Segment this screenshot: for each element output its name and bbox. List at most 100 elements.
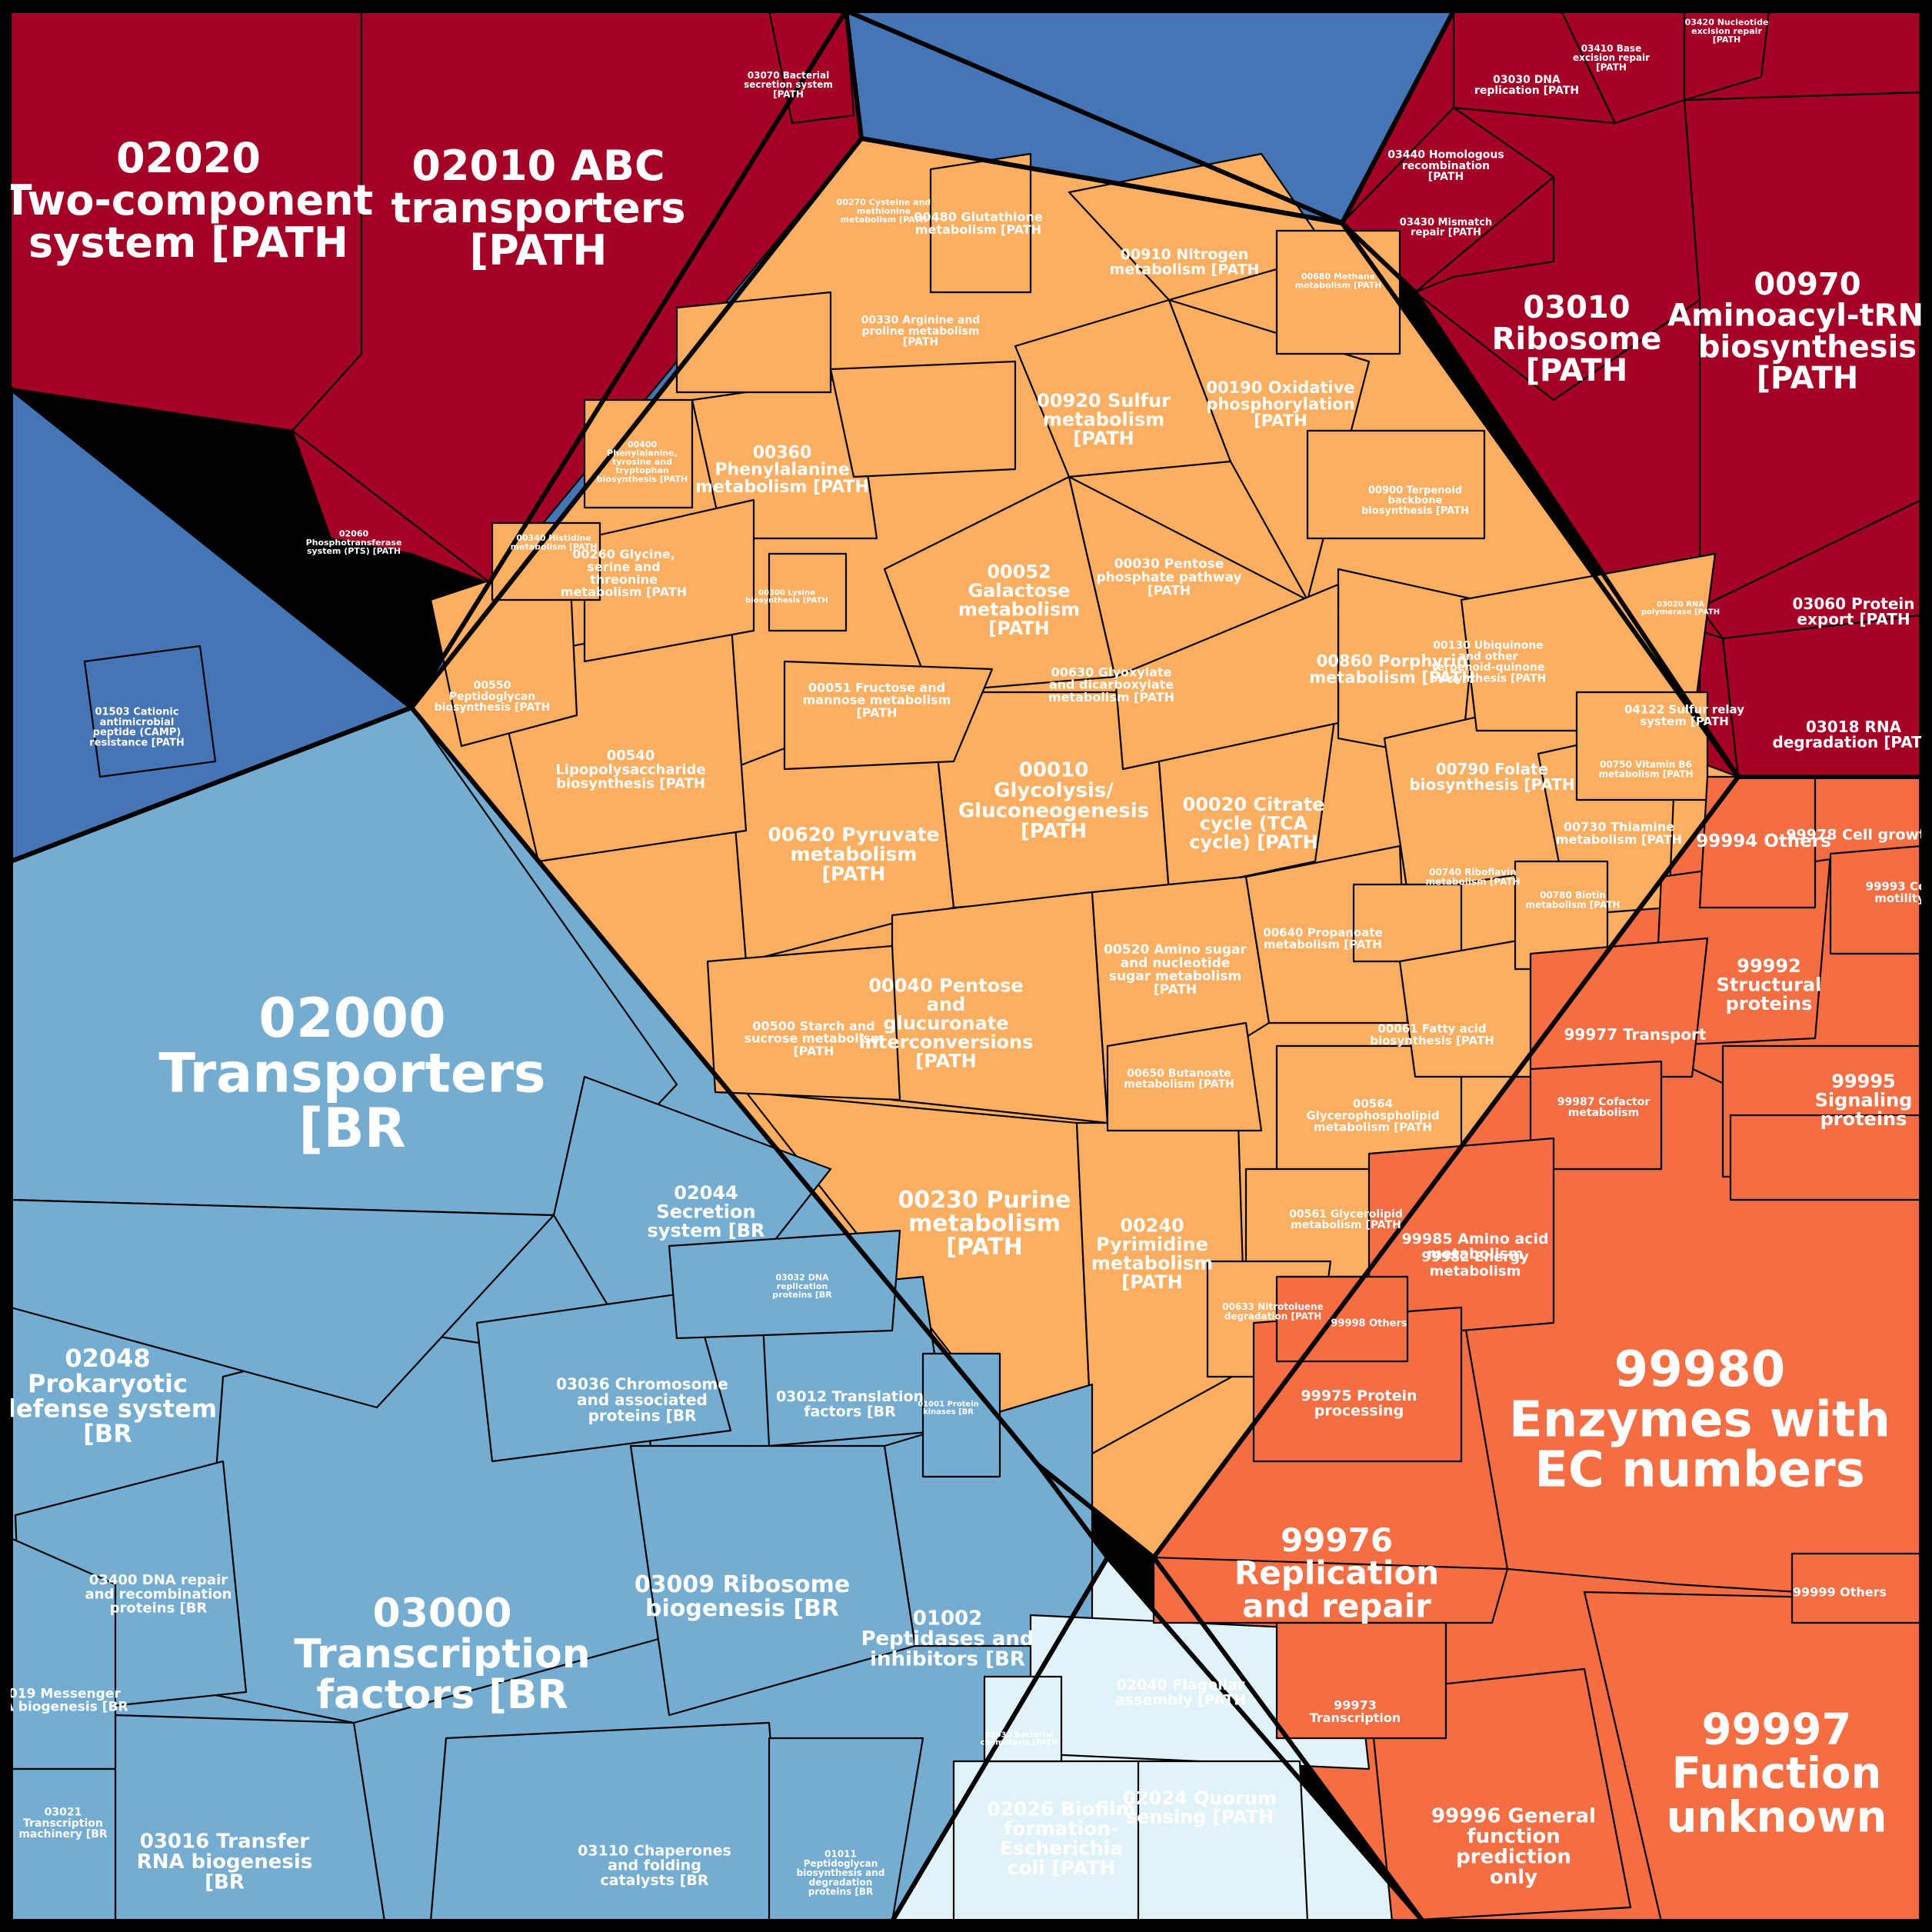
label-02040-flagellar-assembly: 02040 Flagellar assembly [PATH [1115,1677,1246,1708]
label-00020-citrate-cycle-tca-cycle: 00020 Citrate cycle (TCA cycle) [PATH [1183,794,1325,853]
label-03440-homologous-recombination: 03440 Homologous recombination [PATH [1387,149,1504,184]
label-03420-nucleotide-excision-repair: 03420 Nucleotide excision repair [PATH [1685,18,1769,45]
label-00730-thiamine-metabolism: 00730 Thiamine metabolism [PATH [1556,819,1682,846]
label-03012-translation-factors: 03012 Translation factors [BR [776,1388,924,1420]
label-00910-nitrogen-metabolism: 00910 Nitrogen metabolism [PATH [1110,246,1260,278]
label-03400-dna-repair-and-recombination-proteins: 03400 DNA repair and recombination protein… [85,1572,232,1617]
label-00920-sulfur-metabolism: 00920 Sulfur metabolism [PATH [1037,390,1171,449]
label-03030-dna-replication: 03030 DNA replication [PATH [1474,74,1579,97]
label-00790-folate-biosynthesis: 00790 Folate biosynthesis [PATH [1409,760,1574,794]
cell-01503-cationic-antimicrobial-peptide-camp-resistance[interactable] [83,645,217,778]
label-99978-cell-growth: 99978 Cell growth [1786,827,1932,844]
cell-99985-amino-acid-metabolism[interactable] [1529,1060,1663,1171]
label-00640-propanoate-metabolism: 00640 Propanoate metabolism [PATH [1263,926,1382,951]
cell-03110-chaperones-and-folding-catalysts[interactable] [429,1721,786,1923]
label-03410-base-excision-repair: 03410 Base excision repair [PATH [1573,43,1650,72]
label-04122-sulfur-relay-system: 04122 Sulfur relay system [PATH [1624,703,1744,728]
label-00860-porphyrin-metabolism: 00860 Porphyrin metabolism [PATH [1309,652,1474,687]
label-00130-ubiquinone-and-other-terpenoid-quinone-biosynthesis: 00130 Ubiquinone and other terpenoid-quino… [1431,639,1547,685]
label-00260-glycine-serine-and-threonine-metabolism: 00260 Glycine, serine and threonine metabol… [561,547,687,599]
cell-00040-pentose-and-glucuronate-interconversions[interactable] [891,891,1109,1124]
label-03019-messenger-rna-biogenesis: 03019 MessengerRNA biogenesis [BR [0,1686,128,1714]
cell-00680-methane-metabolism[interactable] [1275,229,1401,355]
cell-00270-cysteine-and-methionine-metabolism[interactable] [675,291,832,394]
label-00970-aminoacyl-trna-biosynthesis: 00970 Aminoacyl-tRNA biosynthesis [PATH [1667,267,1932,396]
label-02010-abc-transporters: 02010 ABC transporters [PATH [391,142,685,275]
cell-03430-mismatch-repair[interactable] [1414,175,1555,294]
label-00330-arginine-and-proline-metabolism: 00330 Arginine and proline metabolism [PAT… [861,315,981,349]
cell-03036-chromosome-and-associated-proteins[interactable] [475,1291,732,1463]
label-99973-transcription: 99973 Transcription [1310,1697,1401,1724]
cell-00630-glyoxylate-and-dicarboxylate-metabolism[interactable] [1114,583,1340,771]
label-00564-glycerophospholipid-metabolism: 00564 Glycerophospholipid metabolism [PATH [1306,1097,1439,1134]
label-00633-nitrotoluene-degradation: 00633 Nitrotoluene degradation [PATH [1222,1301,1323,1321]
cell-02024-quorum-sensing[interactable] [1137,1760,1309,1923]
label-99993-cell-motility: 99993 Cell motility [1866,880,1932,905]
cell-00500-starch-and-sucrose-metabolism[interactable] [706,944,901,1101]
label-03000-transcription-factors: 03000 Transcription factors [BR [294,1591,590,1718]
label-03020-rna-polymerase: 03020 RNA polymerase [PATH [1641,600,1720,616]
label-00052-galactose-metabolism: 00052 Galactose metabolism [PATH [958,561,1080,639]
label-00750-vitamin-b6-metabolism: 00750 Vitamin B6 metabolism [PATH [1598,759,1693,779]
label-99992-structural-proteins: 99992 Structural proteins [1717,955,1822,1014]
cell-00051-fructose-and-mannose-metabolism[interactable] [783,660,994,771]
label-00500-starch-and-sucrose-metabolism: 00500 Starch and sucrose metabolism [PATH [744,1018,884,1058]
label-01002-peptidases-and-inhibitors: 01002 Peptidases and inhibitors [BR [861,1607,1034,1671]
label-99998-others: 99998 Others [1331,1318,1407,1330]
cell-00300-lysine-biosynthesis[interactable] [768,552,848,632]
label-99987-cofactor-metabolism: 99987 Cofactor metabolism [1557,1096,1651,1119]
label-00360-phenylalanine-metabolism: 00360 Phenylalanine metabolism [PATH [695,443,869,497]
label-00630-glyoxylate-and-dicarboxylate-metabolism: 00630 Glyoxylate and dicarboxylate metabol… [1048,665,1174,705]
cell-01001-protein-kinases[interactable] [921,1352,1001,1478]
label-03016-transfer-rna-biogenesis: 03016 Transfer RNA biogenesis [BR [137,1830,313,1894]
cell-03032-dna-replication-proteins[interactable] [668,1229,901,1340]
label-99982-energy-metabolism: 99982 Energy metabolism [1421,1249,1529,1279]
cell-03016-transfer-rna-biogenesis[interactable] [114,1714,386,1923]
label-00300-lysine-biosynthesis: 00300 Lysine biosynthesis [PATH [745,588,828,605]
label-02024-quorum-sensing: 02024 Quorum sensing [PATH [1123,1787,1277,1827]
label-03021-transcription-machinery: 03021 Transcription machinery [BR [18,1807,108,1841]
cell-03021-transcription-machinery[interactable] [9,1767,117,1923]
label-02048-prokaryotic-defense-system: 02048 Prokaryotic defense system [BR [0,1344,217,1448]
label-02000-transporters: 02000 Transporters [BR [158,987,545,1160]
label-03060-protein-export: 03060 Protein export [PATH [1792,595,1914,628]
cell-00650-butanoate-metabolism[interactable] [1106,1021,1263,1132]
label-00051-fructose-and-mannose-metabolism: 00051 Fructose and mannose metabolism [PAT… [803,680,951,720]
label-00230-purine-metabolism: 00230 Purine metabolism [PATH [898,1187,1071,1261]
label-00680-methane-metabolism: 00680 Methane metabolism [PATH [1295,271,1382,290]
label-99999-others: 99999 Others [1793,1585,1887,1600]
label-01001-protein-kinases: 01001 Protein kinases [BR [918,1400,979,1416]
cell-99976-replication-and-repair[interactable] [1152,1556,1509,1624]
label-00190-oxidative-phosphorylation: 00190 Oxidative phosphorylation [PATH [1206,378,1354,430]
label-01011-peptidoglycan-biosynthesis-and-degradation-proteins: 01011 Peptidoglycan biosynthesis and degrad… [797,1849,885,1897]
label-03430-mismatch-repair: 03430 Mismatch repair [PATH [1400,217,1492,238]
cell-99977-transport[interactable] [1529,937,1709,1078]
label-00780-biotin-metabolism: 00780 Biotin metabolism [PATH [1525,890,1620,910]
label-99995-signaling-proteins: 99995 Signaling proteins [1815,1071,1913,1130]
label-00561-glycerolipid-metabolism: 00561 Glycerolipid metabolism [PATH [1289,1208,1403,1231]
label-00340-histidine-metabolism: 00340 Histidine metabolism [PATH [511,533,598,551]
cell-00480-glutathione-metabolism[interactable] [929,152,1032,294]
label-00540-lipopolysaccharide-biosynthesis: 00540 Lipopolysaccharide biosynthesis [PAT… [555,748,705,792]
label-99985-amino-acid-metabolism: 99985 Amino acid metabolism [1401,1231,1548,1262]
label-99980-enzymes-with-ec-numbers: 99980 Enzymes with EC numbers [1509,1341,1890,1499]
label-02020-two-component-system: 02020 Two-component system [PATH [4,134,374,267]
cell-00260-glycine-serine-and-threonine-metabolism[interactable] [583,498,755,663]
cell-99973-transcription[interactable] [1275,1621,1447,1740]
cell-03018-rna-degradation[interactable] [1721,614,1923,778]
cell-00330-arginine-and-proline-metabolism[interactable] [829,360,1017,478]
group-region-human-diseases [11,11,1454,861]
label-00400-phenylalanine-tyrosine-and-tryptophan-biosynthesis: 00400 Phenylalanine, tyrosine and tryptopha… [597,439,688,484]
cell-02060-phosphotransferase-system-pts[interactable] [291,429,494,586]
label-00030-pentose-phosphate-pathway: 00030 Pentose phosphate pathway [PATH [1097,557,1242,599]
label-02060-phosphotransferase-system-pts: 02060 Phosphotransferase system (PTS) [PAT… [306,529,402,556]
label-03036-chromosome-and-associated-proteins: 03036 Chromosome and associated proteins [… [556,1375,728,1425]
cell-00900-terpenoid-backbone-biosynthesis[interactable] [1306,429,1486,540]
label-00740-riboflavin-metabolism: 00740 Riboflavin metabolism [PATH [1425,867,1520,887]
label-99994-others: 99994 Others [1696,831,1831,851]
label-00061-fatty-acid-biosynthesis: 00061 Fatty acid biosynthesis [PATH [1370,1022,1494,1048]
label-03070-bacterial-secretion-system: 03070 Bacterial secretion system [PATH [744,70,833,99]
